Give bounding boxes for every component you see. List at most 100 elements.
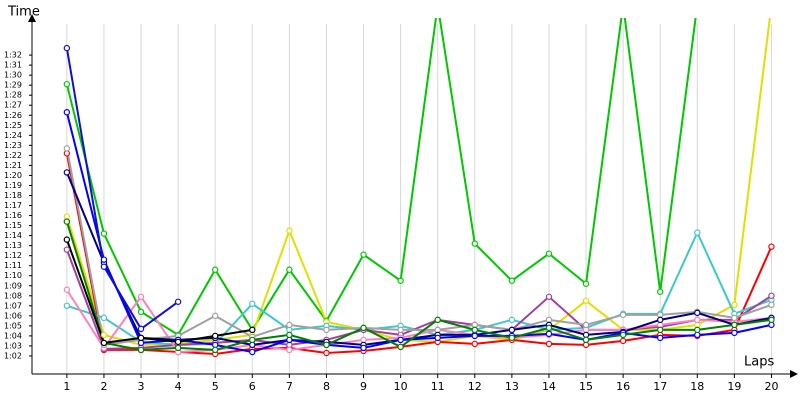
point: [63, 109, 71, 116]
x-tick-label: 9: [360, 380, 367, 393]
point: [695, 2, 700, 7]
y-tick-label: 1:30: [4, 71, 22, 80]
point: [582, 336, 590, 344]
point: [397, 326, 404, 334]
point: [286, 227, 293, 234]
point: [100, 263, 108, 270]
point: [360, 344, 367, 352]
series-line: [65, 172, 772, 346]
point: [769, 2, 774, 7]
y-tick-label: 1:20: [4, 171, 22, 180]
point: [323, 341, 330, 349]
series-line: [65, 239, 253, 345]
x-tick-label: 3: [138, 380, 145, 393]
point: [731, 314, 738, 322]
y-tick-label: 1:31: [4, 61, 22, 70]
point: [63, 169, 71, 176]
point: [434, 316, 441, 324]
series-line: [65, 249, 773, 350]
point: [731, 329, 738, 337]
point: [286, 321, 293, 329]
x-tick-label: 6: [249, 380, 256, 393]
point: [731, 321, 738, 329]
y-axis-label: Time: [7, 5, 40, 20]
point: [508, 326, 516, 334]
x-tick-label: 10: [394, 380, 408, 393]
point: [174, 338, 182, 346]
point: [63, 286, 71, 293]
point: [657, 288, 664, 295]
x-tick-label: 4: [175, 380, 182, 393]
point: [657, 326, 664, 334]
point: [100, 331, 108, 339]
x-tick-label: 11: [431, 380, 445, 393]
y-tick-label: 1:16: [4, 211, 22, 220]
point: [694, 316, 701, 324]
series-line: [65, 18, 771, 346]
x-axis-arrow: [790, 370, 798, 378]
point: [694, 309, 701, 317]
point: [211, 346, 219, 354]
point: [286, 331, 293, 339]
y-tick-label: 1:19: [4, 181, 22, 190]
point: [582, 321, 590, 329]
y-tick-label: 1:15: [4, 221, 22, 230]
x-tick-label: 16: [616, 380, 630, 393]
point: [137, 334, 145, 342]
point: [63, 218, 71, 225]
point: [694, 326, 701, 334]
x-tick-label: 18: [690, 380, 704, 393]
x-tick-label: 17: [653, 380, 667, 393]
point: [508, 334, 516, 342]
y-tick-label: 1:28: [4, 91, 22, 100]
point: [619, 311, 627, 319]
point: [545, 330, 553, 338]
y-tick-label: 1:22: [4, 151, 22, 160]
point: [545, 324, 553, 332]
point: [582, 280, 590, 287]
point: [471, 340, 478, 348]
y-tick-label: 1:18: [4, 191, 22, 200]
point: [471, 240, 478, 247]
point: [174, 298, 182, 305]
point: [545, 293, 553, 300]
y-tick-label: 1:07: [4, 301, 22, 310]
y-tick-label: 1:04: [4, 331, 22, 340]
point: [137, 346, 145, 354]
point: [435, 2, 440, 7]
point: [768, 292, 775, 299]
point: [471, 326, 478, 334]
point: [657, 316, 664, 324]
point: [63, 246, 71, 253]
y-tick-label: 1:06: [4, 311, 22, 320]
point: [63, 302, 71, 310]
point: [545, 340, 553, 348]
point: [211, 266, 219, 273]
y-tick-label: 1:17: [4, 201, 22, 210]
x-tick-label: 15: [579, 380, 593, 393]
y-tick-label: 1:02: [4, 351, 22, 360]
y-tick-label: 1:23: [4, 141, 22, 150]
point: [508, 316, 516, 324]
point: [397, 336, 404, 344]
x-tick-label: 12: [468, 380, 482, 393]
point: [100, 314, 108, 322]
point: [582, 297, 590, 304]
point: [249, 336, 256, 344]
point: [360, 251, 367, 258]
x-tick-label: 14: [542, 380, 556, 393]
point: [174, 344, 182, 352]
point: [249, 348, 256, 356]
x-tick-label: 13: [505, 380, 519, 393]
y-tick-label: 1:08: [4, 291, 22, 300]
series-line: [66, 289, 772, 353]
y-tick-label: 1:26: [4, 111, 22, 120]
x-tick-label: 8: [323, 380, 330, 393]
point: [768, 243, 775, 250]
series-line: [65, 47, 179, 331]
point: [694, 229, 701, 236]
y-tick-label: 1:13: [4, 241, 22, 250]
y-tick-label: 1:32: [4, 51, 22, 60]
y-tick-label: 1:14: [4, 231, 22, 240]
